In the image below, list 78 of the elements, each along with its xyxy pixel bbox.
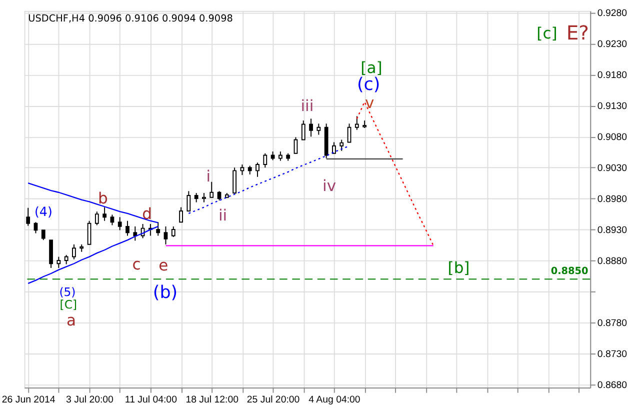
candlestick [309,118,313,138]
candlestick [340,139,344,152]
annotation: [c] [536,24,558,43]
candlestick [56,256,61,268]
y-tick-label: 0.9030 [597,163,628,174]
candlestick [354,116,359,130]
y-tick-label: 0.8780 [597,318,628,329]
x-tick-label: 3 Jul 20:00 [66,394,114,406]
candlestick [72,244,76,260]
candlestick [41,230,46,241]
chart-title: USDCHF,H4 0.9096 0.9106 0.9094 0.9098 [28,14,233,25]
candlestick [301,120,306,140]
candlestick [316,123,321,136]
y-tick-label: 0.9230 [597,39,628,50]
annotation: e [158,256,168,274]
candlestick [110,214,114,226]
annotation: (c) [356,75,380,96]
candlestick [263,152,268,168]
ref-line-label: 0.8850 [550,266,589,278]
annotation: iii [300,97,314,116]
annotation: a [66,312,76,330]
candlestick [240,164,244,176]
line-series [356,101,434,246]
y-tick-label: 0.9130 [597,101,628,112]
candlestick [347,123,352,143]
candlestick [278,151,282,162]
y-tick-label: 0.8930 [597,224,628,236]
x-tick-label: 26 Jun 2014 [2,394,56,406]
candlestick [256,162,260,178]
candlestick [332,142,336,154]
candlestick [210,181,214,198]
candlestick [164,226,168,245]
candlestick [156,222,160,236]
candlestick [171,226,176,238]
y-tick-label: 0.8880 [597,256,628,267]
candlestick [133,226,138,242]
line-series [28,182,159,224]
annotation: [C] [60,297,77,312]
candlestick [26,207,30,226]
x-tick-label: 4 Aug 04:00 [308,394,361,406]
candlestick [102,206,106,222]
candlestick [126,220,130,236]
candlestick [87,220,92,245]
annotation: ii [218,206,228,225]
x-tick-label: 18 Jul 12:00 [186,394,240,406]
candlestick [194,192,198,203]
annotation: (b) [152,282,178,303]
candlestick [49,240,53,268]
annotation: [b] [448,259,470,278]
x-tick-label: 25 Jul 20:00 [246,394,300,406]
y-tick-label: 0.9080 [597,132,628,144]
candlestick [232,167,236,194]
annotation: iv [322,177,336,196]
y-tick-label: 0.8680 [597,380,628,391]
candlestick [202,192,206,203]
candlestick [94,211,99,226]
annotation: (5) [59,285,76,300]
candlestick [118,216,122,231]
candlestick [186,190,191,212]
annotation: c [132,255,141,274]
annotation: b [98,190,108,208]
y-tick-label: 0.8730 [597,348,628,360]
y-tick-label: 0.9280 [597,8,628,20]
y-tick-label: 0.8980 [597,194,628,205]
candlestick [294,136,298,154]
line-series [28,226,159,284]
y-tick-label: 0.9180 [597,70,628,82]
candlestick [217,190,222,201]
candlestick [179,206,183,223]
annotation: (4) [34,204,52,219]
annotation: d [142,204,152,223]
annotation: v [364,94,374,112]
candlestick [64,254,68,265]
x-tick-label: 11 Jul 04:00 [124,394,178,406]
annotation: [a] [360,58,382,77]
annotation: i [206,168,211,186]
annotation: E? [566,22,589,45]
candlestick [34,222,38,234]
